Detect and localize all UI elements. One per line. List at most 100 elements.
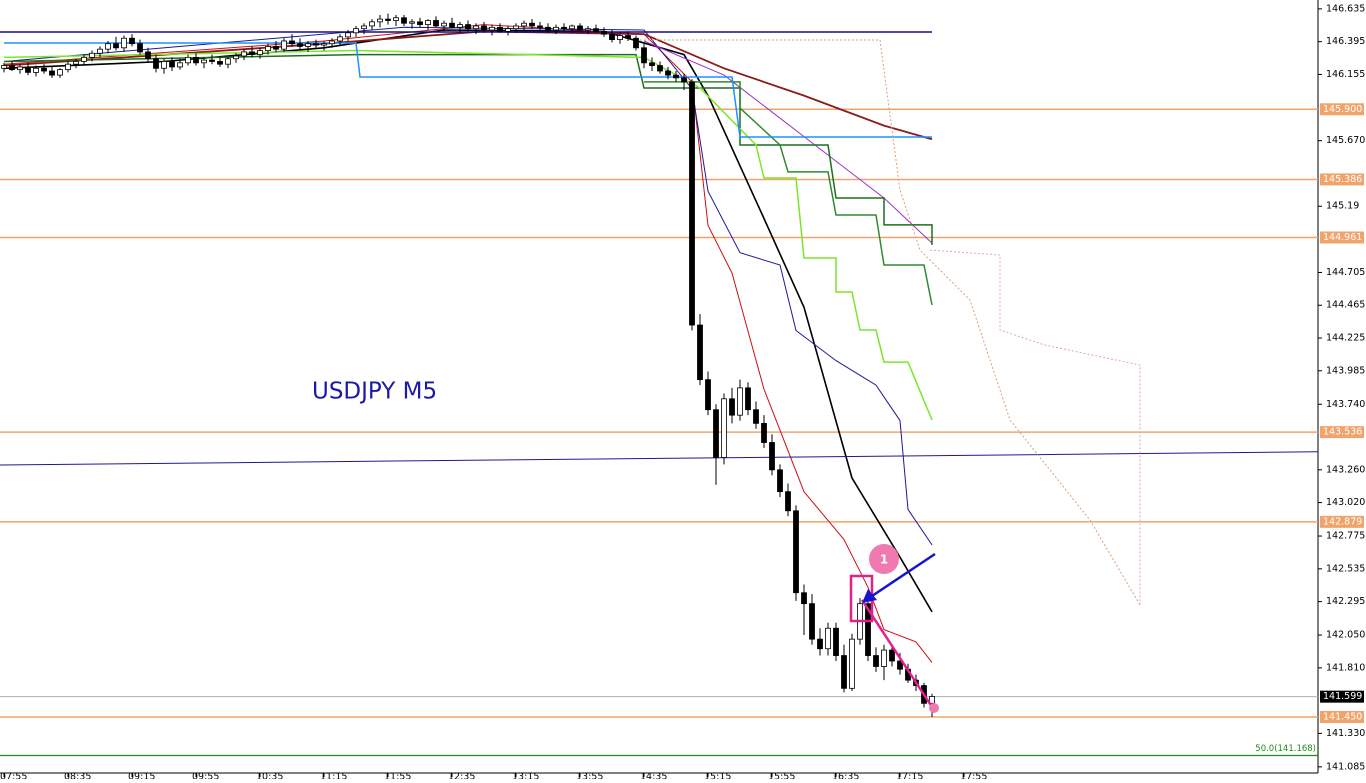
- candle-body: [121, 37, 127, 49]
- candle-body: [521, 22, 527, 27]
- candle-body: [865, 603, 871, 656]
- y-tick-label: 144.225: [1326, 333, 1365, 344]
- annotation-line: [860, 599, 936, 711]
- level-label-box: [1320, 426, 1364, 439]
- indicator-line: [3, 30, 933, 141]
- candle-body: [817, 638, 823, 650]
- candle-body: [553, 26, 559, 31]
- candle-body: [281, 40, 287, 50]
- candle-body: [761, 422, 767, 443]
- candle-body: [209, 59, 215, 62]
- indicator-line: [3, 29, 933, 613]
- x-tick-label: 09:55: [192, 772, 219, 780]
- y-tick-label: 141.810: [1326, 662, 1365, 673]
- level-label-box: [1320, 231, 1364, 244]
- candle-body: [233, 55, 239, 60]
- candle-body: [145, 51, 151, 60]
- candle-body: [241, 51, 247, 57]
- candle-body: [529, 22, 535, 27]
- x-tick-label: 13:15: [512, 772, 539, 780]
- annotation-arrow: [871, 552, 936, 598]
- candle-body: [49, 70, 55, 76]
- candle-body: [705, 379, 711, 411]
- candle-body: [193, 56, 199, 64]
- candle-body: [473, 25, 479, 30]
- candle-body: [745, 387, 751, 411]
- candle-body: [849, 638, 855, 689]
- candle-body: [89, 52, 95, 58]
- candle-body: [217, 61, 223, 65]
- candle-body: [185, 56, 191, 64]
- x-tick-label: 10:35: [256, 772, 283, 780]
- level-label-box: [1320, 173, 1364, 186]
- y-tick-label: 145.19: [1326, 201, 1359, 212]
- annotation-marker: [869, 544, 899, 574]
- candle-body: [57, 69, 63, 76]
- candle-body: [537, 25, 543, 28]
- candle-body: [409, 21, 415, 24]
- candle-body: [545, 26, 551, 31]
- y-tick-label: 145.670: [1326, 135, 1365, 146]
- x-tick-label: 14:35: [640, 772, 667, 780]
- y-tick-label: 144.465: [1326, 300, 1365, 311]
- x-tick-label: 09:15: [128, 772, 155, 780]
- candle-body: [657, 65, 663, 72]
- candle-body: [729, 398, 735, 416]
- candle-body: [377, 18, 383, 23]
- candle-body: [665, 70, 671, 76]
- candle-body: [81, 56, 87, 62]
- candle-body: [65, 63, 71, 71]
- y-tick-label: 143.260: [1326, 464, 1365, 475]
- candle-body: [681, 77, 687, 83]
- candle-body: [169, 61, 175, 68]
- candle-body: [833, 627, 839, 656]
- candle-body: [625, 35, 631, 39]
- candle-body: [177, 62, 183, 68]
- y-tick-label: 142.535: [1326, 563, 1365, 574]
- candle-body: [801, 592, 807, 605]
- chart-title: USDJPY M5: [312, 379, 437, 405]
- candle-body: [697, 324, 703, 381]
- x-tick-label: 15:15: [704, 772, 731, 780]
- x-tick-label: 11:55: [384, 772, 411, 780]
- candle-body: [505, 28, 511, 32]
- candle-body: [313, 43, 319, 46]
- candle-body: [785, 491, 791, 512]
- y-tick-label: 143.020: [1326, 497, 1365, 508]
- candle-body: [649, 62, 655, 66]
- x-tick-label: 16:35: [832, 772, 859, 780]
- y-tick-label: 141.085: [1326, 761, 1365, 772]
- candle-body: [585, 28, 591, 31]
- candle-body: [777, 469, 783, 493]
- candle-body: [265, 46, 271, 51]
- candle-body: [497, 26, 503, 32]
- level-label-box: [1320, 103, 1364, 116]
- indicator-line: [644, 81, 933, 306]
- annotation-dot: [929, 703, 939, 713]
- indicator-line: [3, 26, 933, 546]
- candle-body: [465, 24, 471, 30]
- candle-body: [569, 25, 575, 30]
- candle-body: [793, 510, 799, 594]
- candle-body: [33, 67, 39, 73]
- level-label: 145.900: [1323, 104, 1362, 115]
- indicator-line: [929, 249, 1141, 605]
- y-tick-label: 142.050: [1326, 630, 1365, 641]
- candle-body: [433, 20, 439, 27]
- level-label: 141.450: [1323, 712, 1362, 723]
- candle-body: [225, 58, 231, 65]
- candle-body: [137, 43, 143, 53]
- indicator-line: [3, 49, 933, 421]
- candle-body: [329, 40, 335, 45]
- candle-body: [161, 61, 167, 69]
- annotation-arrowhead: [862, 589, 877, 603]
- candle-body: [41, 67, 47, 72]
- candle-body: [9, 65, 15, 71]
- candle-body: [73, 61, 79, 65]
- x-tick-label: 11:15: [320, 772, 347, 780]
- candle-body: [1, 65, 7, 69]
- candle-body: [593, 28, 599, 32]
- indicator-line: [3, 53, 933, 245]
- candle-body: [385, 18, 391, 21]
